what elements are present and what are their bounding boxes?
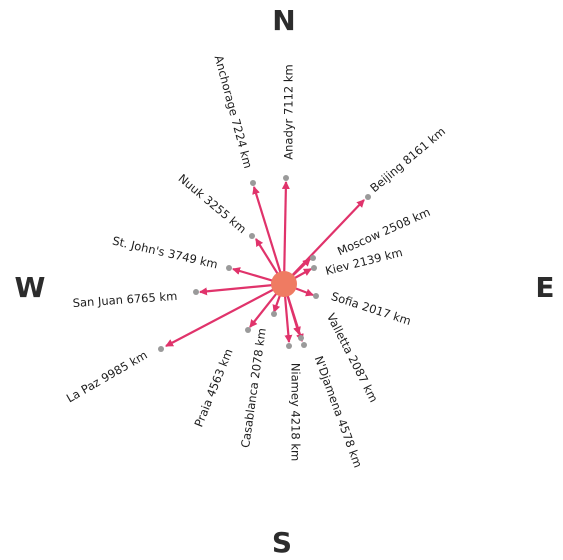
destination-label: Niamey 4218 km <box>289 363 303 461</box>
destination-label: Casablanca 2078 km <box>238 327 269 449</box>
destination-label: Beijing 8161 km <box>367 124 448 195</box>
destination-dot <box>193 289 199 295</box>
destination-label: Kiev 2139 km <box>324 245 404 278</box>
destination-label: Praia 4563 km <box>191 347 235 429</box>
label-group: Anadyr 7112 km Anchorage 7224 km Beijing 8… <box>64 54 448 470</box>
destination-dot <box>283 175 289 181</box>
destination-dot <box>301 342 307 348</box>
destination-label: St. John's 3749 km <box>111 234 219 272</box>
destination-label: Anchorage 7224 km <box>212 54 256 170</box>
hub <box>271 271 297 297</box>
destination-dot <box>313 293 319 299</box>
destination-dot <box>286 343 292 349</box>
destination-label: La Paz 9985 km <box>64 348 150 406</box>
compass-south: S <box>272 526 292 559</box>
destination-dot <box>226 265 232 271</box>
route-arrow <box>165 283 285 347</box>
destination-dot <box>245 327 251 333</box>
destination-dot <box>249 233 255 239</box>
route-arrow <box>281 181 290 285</box>
route-arrow <box>252 186 286 285</box>
destination-label: San Juan 6765 km <box>72 289 177 310</box>
destination-dot <box>310 255 316 261</box>
destination-dot <box>298 335 304 341</box>
destination-dot <box>271 311 277 317</box>
compass-north: N <box>272 4 295 37</box>
destination-dot <box>250 180 256 186</box>
compass-west: W <box>15 271 46 304</box>
destination-label: Anadyr 7112 km <box>282 64 296 159</box>
route-arrow <box>199 282 285 296</box>
destination-dot <box>158 346 164 352</box>
endpoint-group <box>158 175 371 352</box>
destination-label: Nuuk 3255 km <box>176 171 250 236</box>
compass-east: E <box>535 271 554 304</box>
destination-dot <box>365 194 371 200</box>
destination-dot <box>311 265 317 271</box>
